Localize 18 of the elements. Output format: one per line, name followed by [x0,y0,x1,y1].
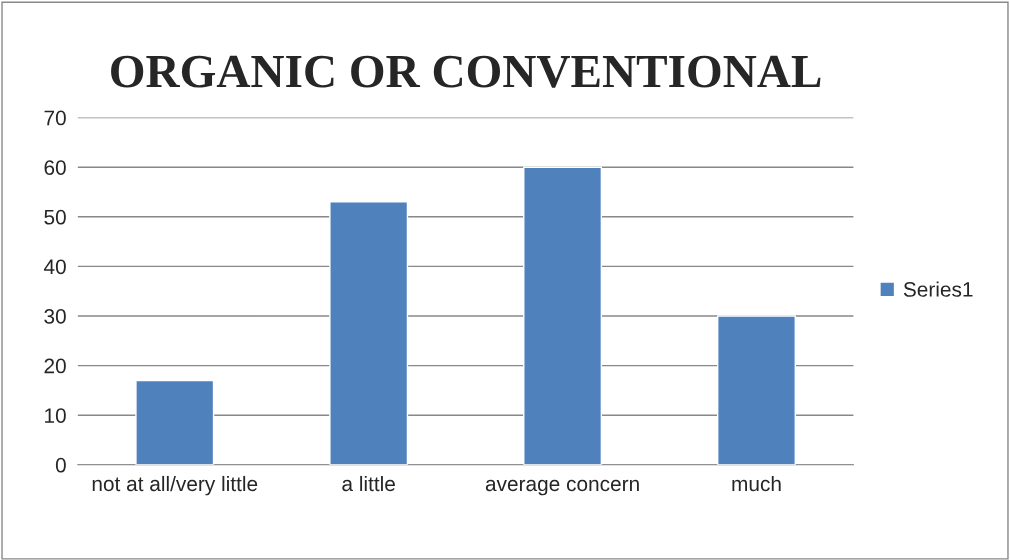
bar [135,379,215,465]
y-tick-label: 10 [45,408,66,423]
bar [329,201,409,465]
x-tick-label: a little [342,475,395,492]
y-tick-label: 20 [44,358,66,374]
y-tick-label: 60 [44,160,66,175]
bar [717,315,796,465]
x-tick-label: average concern [485,479,639,496]
legend-label: Series1 [903,281,973,297]
y-tick-label: 0 [55,457,66,473]
y-tick-label: 50 [44,209,66,225]
x-tick-label: much [732,475,781,492]
x-tick-label: not at all/very little [92,475,258,496]
bar [523,166,603,465]
y-tick-label: 30 [44,309,66,324]
y-tick-label: 40 [43,259,66,275]
chart-title: ORGANIC OR CONVENTIONAL [111,55,821,88]
y-tick-label: 70 [44,110,66,126]
